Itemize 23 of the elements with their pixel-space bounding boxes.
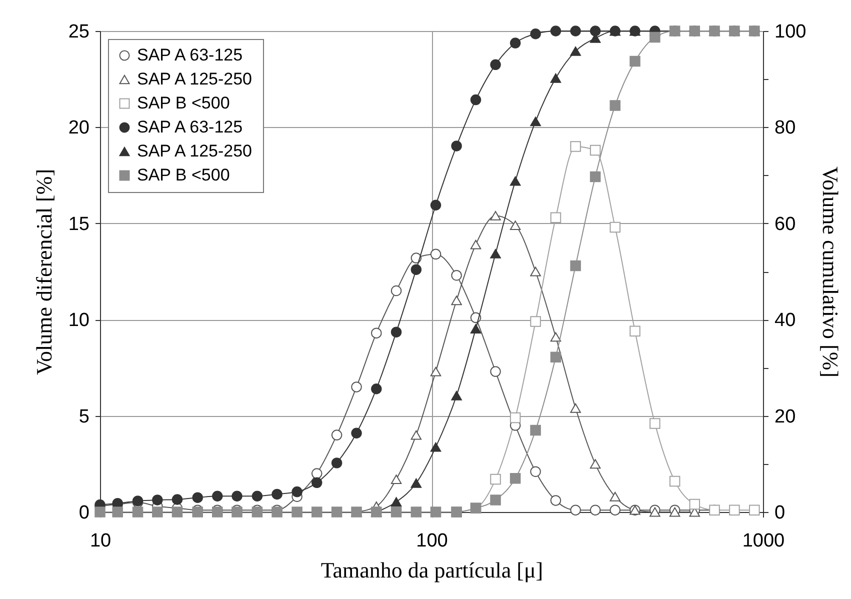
y2-tick-label: 60 — [774, 214, 796, 235]
y2-axis-title: Volume cumulativo [%] — [818, 166, 844, 378]
y-tick-label: 25 — [68, 22, 90, 42]
y2-tick-label: 0 — [774, 502, 786, 524]
legend-label: SAP A 63-125 — [137, 46, 243, 64]
y-tick-label: 0 — [78, 502, 90, 524]
legend-label: SAP B <500 — [137, 166, 230, 184]
legend-label: SAP A 125-250 — [137, 70, 252, 88]
y-tick-label: 10 — [68, 310, 90, 332]
x-axis-title: Tamanho da partícula [μ] — [320, 558, 544, 582]
y-tick-label: 15 — [68, 214, 90, 235]
x-tick-label: 1000 — [742, 530, 785, 552]
legend-label: SAP A 63-125 — [137, 118, 243, 136]
y2-tick-label: 20 — [774, 406, 796, 428]
y2-tick-label: 100 — [774, 22, 806, 42]
y-tick-label: 5 — [78, 406, 90, 428]
legend-label: SAP B <500 — [137, 94, 230, 112]
y2-tick-label: 40 — [774, 310, 796, 332]
y-tick-label: 20 — [68, 118, 90, 139]
y2-tick-label: 80 — [774, 118, 796, 139]
legend-label: SAP A 125-250 — [137, 142, 252, 160]
y-axis-title: Volume diferencial [%] — [31, 168, 56, 376]
x-tick-label: 100 — [416, 530, 448, 552]
